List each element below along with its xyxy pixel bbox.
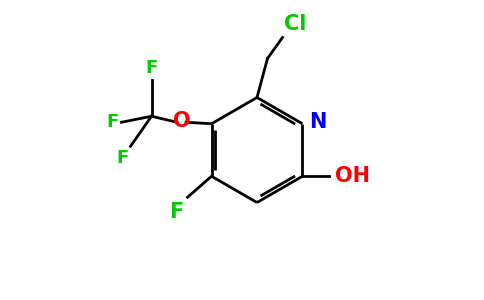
Text: F: F <box>117 149 129 167</box>
Text: F: F <box>169 202 183 222</box>
Text: F: F <box>106 113 119 131</box>
Text: Cl: Cl <box>284 14 306 34</box>
Text: N: N <box>309 112 326 132</box>
Text: O: O <box>173 111 190 131</box>
Text: OH: OH <box>335 166 370 186</box>
Text: F: F <box>145 59 158 77</box>
